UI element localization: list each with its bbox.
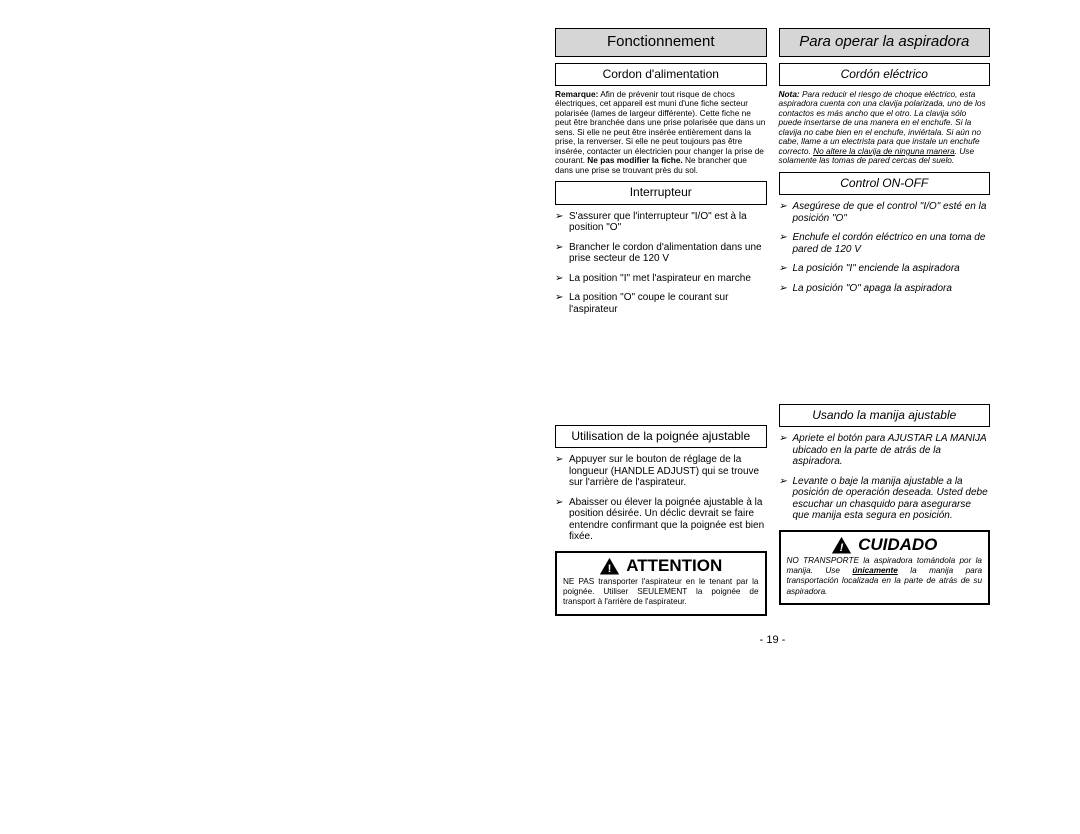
note-underline-es: No altere la clavija de ninguna manera bbox=[813, 146, 955, 156]
two-column-layout: Fonctionnement Cordon d'alimentation Rem… bbox=[555, 28, 990, 616]
list-item: Appuyer sur le bouton de réglage de la l… bbox=[555, 454, 767, 489]
section-title-fr: Fonctionnement bbox=[555, 28, 767, 57]
list-item: La posición "O" apaga la aspiradora bbox=[779, 283, 991, 295]
cuidado-box-es: ! CUIDADO NO TRANSPORTE la aspiradora to… bbox=[779, 530, 991, 605]
note-prefix-es: Nota: bbox=[779, 89, 800, 99]
handle-list-es: Apriete el botón para AJUSTAR LA MANIJA … bbox=[779, 433, 991, 522]
cord-heading-es: Cordón eléctrico bbox=[779, 63, 991, 86]
switch-list-es: Asegúrese de que el control "I/O" esté e… bbox=[779, 201, 991, 294]
cord-note-fr: Remarque: Afin de prévenir tout risque d… bbox=[555, 90, 767, 176]
section-title-es: Para operar la aspiradora bbox=[779, 28, 991, 57]
vertical-gap bbox=[555, 323, 767, 419]
cord-note-es: Nota: Para reducir el riesgo de choque e… bbox=[779, 90, 991, 166]
warn-text-b: únicamente bbox=[852, 566, 898, 575]
attention-box-fr: ! ATTENTION NE PAS transporter l'aspirat… bbox=[555, 551, 767, 616]
page-number: - 19 - bbox=[555, 634, 990, 646]
handle-heading-fr: Utilisation de la poignée ajustable bbox=[555, 425, 767, 448]
switch-heading-es: Control ON-OFF bbox=[779, 172, 991, 195]
switch-list-fr: S'assurer que l'interrupteur "I/O" est à… bbox=[555, 211, 767, 316]
switch-heading-fr: Interrupteur bbox=[555, 181, 767, 204]
cuidado-label-es: CUIDADO bbox=[858, 536, 937, 553]
attention-header-fr: ! ATTENTION bbox=[563, 557, 759, 575]
note-body-fr: Afin de prévenir tout risque de chocs él… bbox=[555, 89, 765, 166]
note-bold2-fr: Ne pas modifier la fiche. bbox=[587, 155, 682, 165]
attention-label-fr: ATTENTION bbox=[626, 557, 722, 574]
list-item: La posición "I" enciende la aspiradora bbox=[779, 263, 991, 275]
spanish-column: Para operar la aspiradora Cordón eléctri… bbox=[779, 28, 991, 616]
list-item: S'assurer que l'interrupteur "I/O" est à… bbox=[555, 211, 767, 234]
handle-list-fr: Appuyer sur le bouton de réglage de la l… bbox=[555, 454, 767, 543]
list-item: Asegúrese de que el control "I/O" esté e… bbox=[779, 201, 991, 224]
svg-text:!: ! bbox=[608, 563, 612, 575]
list-item: La position "O" coupe le courant sur l'a… bbox=[555, 292, 767, 315]
list-item: Enchufe el cordón eléctrico en una toma … bbox=[779, 232, 991, 255]
attention-text-fr: NE PAS transporter l'aspirateur en le te… bbox=[563, 577, 759, 608]
manual-page: Fonctionnement Cordon d'alimentation Rem… bbox=[0, 0, 1080, 834]
warning-triangle-icon: ! bbox=[831, 536, 852, 554]
note-prefix-fr: Remarque: bbox=[555, 89, 598, 99]
list-item: Apriete el botón para AJUSTAR LA MANIJA … bbox=[779, 433, 991, 468]
svg-text:!: ! bbox=[840, 542, 844, 554]
cuidado-text-es: NO TRANSPORTE la aspiradora tomándola po… bbox=[787, 556, 983, 597]
french-column: Fonctionnement Cordon d'alimentation Rem… bbox=[555, 28, 767, 616]
list-item: Abaisser ou élever la poignée ajustable … bbox=[555, 497, 767, 543]
list-item: Brancher le cordon d'alimentation dans u… bbox=[555, 242, 767, 265]
list-item: Levante o baje la manija ajustable a la … bbox=[779, 476, 991, 522]
cuidado-header-es: ! CUIDADO bbox=[787, 536, 983, 554]
handle-heading-es: Usando la manija ajustable bbox=[779, 404, 991, 427]
vertical-gap bbox=[779, 302, 991, 398]
cord-heading-fr: Cordon d'alimentation bbox=[555, 63, 767, 86]
warning-triangle-icon: ! bbox=[599, 557, 620, 575]
list-item: La position "I" met l'aspirateur en marc… bbox=[555, 273, 767, 285]
